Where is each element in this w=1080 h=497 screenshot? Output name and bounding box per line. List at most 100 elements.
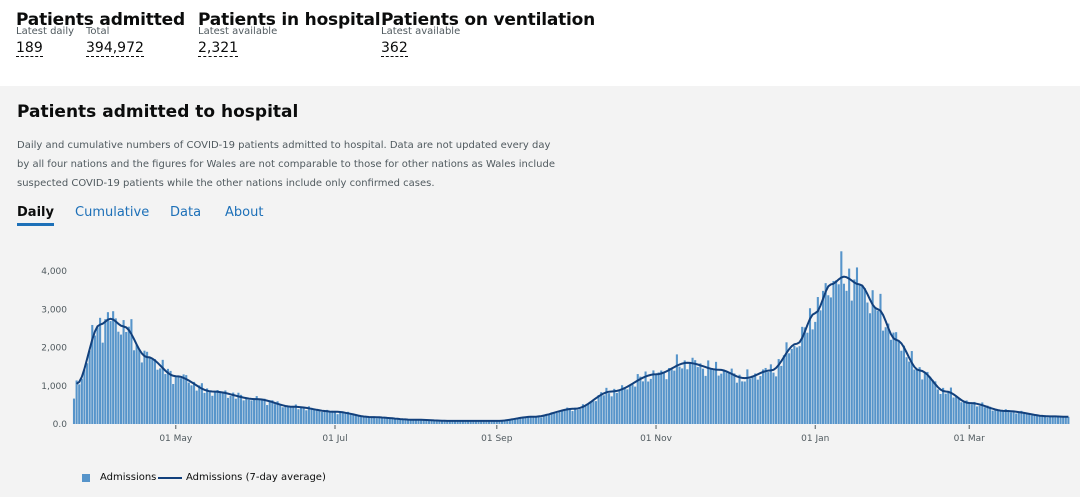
admissions-bar	[681, 368, 684, 424]
admissions-bar	[983, 407, 986, 424]
admissions-bar	[563, 410, 566, 424]
admissions-bar	[242, 400, 245, 424]
admissions-bar	[874, 306, 877, 424]
admissions-chart[interactable]: 0.0 1,000 2,000 3,000 4,000 01 May 01 Jul 01 Se…	[0, 86, 1080, 497]
admissions-bar	[300, 407, 303, 424]
admissions-bar	[1054, 417, 1057, 424]
legend-7day-average[interactable]: Admissions (7-day average)	[158, 472, 326, 483]
admissions-bar	[895, 332, 898, 424]
admissions-bar	[1020, 410, 1023, 424]
admissions-bar	[1002, 410, 1005, 424]
legend-admissions[interactable]: Admissions	[82, 472, 156, 483]
admissions-bar	[989, 406, 992, 424]
admissions-bar	[99, 317, 102, 424]
admissions-bar	[284, 406, 287, 424]
metric-value[interactable]: 394,972	[86, 40, 144, 57]
admissions-bar	[618, 389, 621, 424]
admissions-bar	[388, 417, 391, 424]
tab-cumulative[interactable]: Cumulative	[75, 205, 150, 220]
admissions-bar	[143, 350, 146, 424]
admissions-bar	[315, 409, 318, 424]
admissions-bar	[806, 332, 809, 424]
admissions-bar	[341, 412, 344, 424]
admissions-bar	[88, 350, 91, 424]
admissions-bar	[328, 412, 331, 424]
metric-value[interactable]: 362	[381, 40, 408, 57]
admissions-bar	[286, 406, 290, 424]
x-tick-label: 01 Jul	[322, 434, 347, 444]
admissions-bar	[1015, 413, 1018, 424]
admissions-bar	[842, 283, 845, 424]
admissions-bar	[146, 351, 149, 424]
metric-latest-available: Latest available 362	[381, 26, 460, 57]
admissions-bar	[845, 290, 848, 424]
admissions-bar	[1062, 417, 1065, 424]
admissions-bar	[816, 297, 819, 424]
admissions-bar	[524, 417, 527, 424]
admissions-bar	[151, 359, 154, 424]
admissions-bar	[1036, 414, 1039, 424]
headline-title: Patients in hospital	[198, 10, 381, 30]
admissions-bar	[480, 420, 483, 424]
admissions-bar	[132, 350, 136, 424]
admissions-bar	[639, 376, 642, 424]
metric-total: Total 394,972	[86, 26, 144, 57]
headline-title: Patients on ventilation	[381, 10, 596, 30]
admissions-bar	[156, 369, 159, 424]
admissions-bar	[253, 398, 256, 424]
admissions-bar	[795, 347, 798, 424]
admissions-bar	[422, 419, 425, 424]
admissions-bar	[273, 404, 277, 424]
admissions-bar	[955, 396, 958, 424]
admissions-bar	[164, 374, 167, 424]
admissions-bar	[503, 420, 506, 424]
metric-latest-daily: Latest daily 189	[16, 26, 74, 57]
admissions-bar	[822, 290, 825, 424]
admissions-bar	[968, 402, 971, 424]
admissions-bar	[936, 389, 939, 424]
legend-line-swatch	[158, 477, 182, 479]
admissions-bar	[808, 308, 812, 424]
admissions-bar	[161, 359, 164, 424]
admissions-bar	[1033, 415, 1036, 424]
admissions-bar	[613, 388, 616, 424]
admissions-bar	[195, 390, 198, 424]
admissions-bar	[78, 384, 81, 424]
admissions-bar	[80, 378, 83, 424]
admissions-bar	[138, 349, 141, 424]
admissions-bar	[407, 420, 410, 424]
admissions-bar	[923, 372, 926, 424]
admissions-bar	[662, 372, 665, 424]
admissions-bar	[897, 341, 900, 424]
admissions-bar	[602, 395, 605, 424]
admissions-bar	[592, 401, 595, 424]
admissions-bar	[819, 310, 822, 424]
admissions-bar	[675, 354, 678, 424]
admissions-bar	[127, 326, 130, 424]
metric-label: Total	[86, 26, 110, 37]
admissions-bar	[122, 320, 125, 424]
y-tick-label: 1,000	[41, 382, 67, 392]
admissions-bar	[203, 392, 206, 424]
admissions-bar	[456, 420, 459, 424]
metric-value[interactable]: 2,321	[198, 40, 239, 57]
admissions-bar	[386, 417, 389, 424]
admissions-bar	[866, 302, 869, 424]
admissions-bar	[694, 360, 697, 424]
admissions-bar	[310, 407, 313, 424]
admissions-bar	[882, 330, 885, 424]
metric-value[interactable]: 189	[16, 40, 43, 57]
admissions-bar	[532, 417, 535, 424]
admissions-bar	[1012, 410, 1015, 424]
admissions-bar	[748, 378, 752, 424]
admissions-bar	[863, 288, 866, 424]
admissions-bar	[853, 279, 856, 424]
tab-data[interactable]: Data	[170, 205, 202, 220]
admissions-bar	[550, 412, 553, 424]
admissions-bar	[344, 413, 347, 424]
tab-daily[interactable]: Daily	[17, 205, 54, 226]
admissions-bar	[728, 372, 731, 424]
admissions-bar	[454, 420, 457, 424]
tab-about[interactable]: About	[225, 205, 264, 220]
admissions-bar	[75, 380, 78, 424]
